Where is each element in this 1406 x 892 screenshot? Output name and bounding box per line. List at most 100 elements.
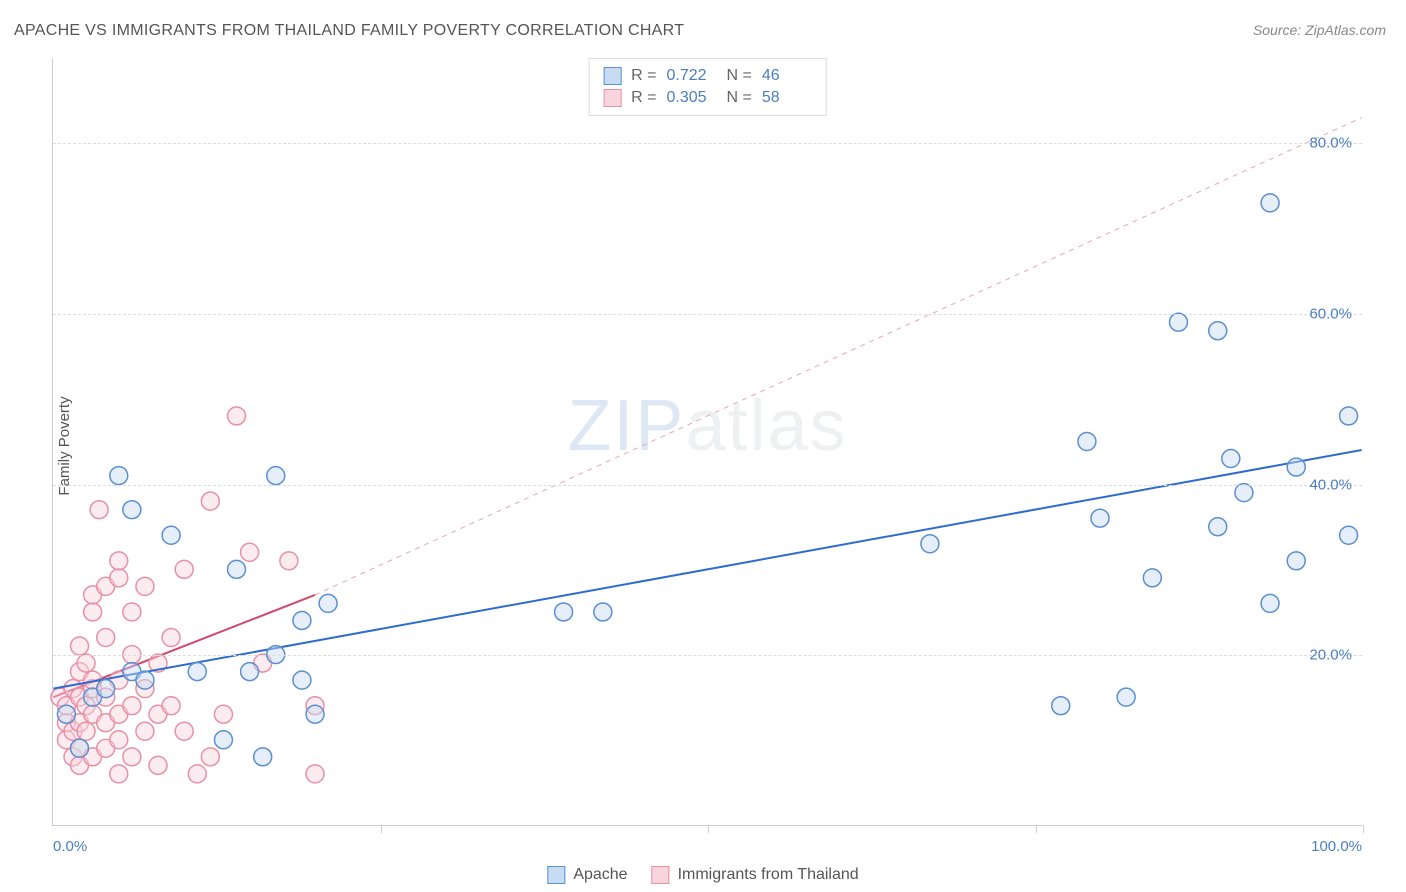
scatter-point (162, 697, 180, 715)
scatter-point (1117, 688, 1135, 706)
scatter-point (1052, 697, 1070, 715)
trendline-extension (315, 118, 1362, 595)
scatter-point (1340, 407, 1358, 425)
scatter-point (57, 705, 75, 723)
scatter-point (97, 680, 115, 698)
n-label: N = (727, 67, 752, 85)
x-tick (381, 825, 382, 833)
scatter-point (1261, 194, 1279, 212)
scatter-svg (53, 58, 1362, 825)
scatter-point (71, 739, 89, 757)
swatch-icon (547, 866, 565, 884)
swatch-icon (603, 89, 621, 107)
chart-title: APACHE VS IMMIGRANTS FROM THAILAND FAMIL… (14, 22, 684, 40)
scatter-point (1340, 526, 1358, 544)
scatter-point (319, 594, 337, 612)
legend-item-thailand: Immigrants from Thailand (652, 866, 859, 884)
y-tick-label: 20.0% (1309, 647, 1352, 664)
n-label: N = (727, 89, 752, 107)
scatter-point (241, 663, 259, 681)
x-tick (1036, 825, 1037, 833)
scatter-point (110, 731, 128, 749)
scatter-point (1222, 450, 1240, 468)
scatter-point (77, 654, 95, 672)
scatter-point (123, 603, 141, 621)
gridline (53, 314, 1362, 315)
scatter-point (110, 467, 128, 485)
scatter-point (90, 501, 108, 519)
scatter-point (71, 637, 89, 655)
gridline (53, 655, 1362, 656)
correlation-stats-box: R = 0.722 N = 46 R = 0.305 N = 58 (588, 58, 827, 116)
scatter-point (136, 577, 154, 595)
scatter-point (267, 467, 285, 485)
x-min-label: 0.0% (53, 838, 87, 855)
swatch-icon (603, 67, 621, 85)
scatter-point (175, 722, 193, 740)
scatter-point (1078, 433, 1096, 451)
scatter-point (293, 611, 311, 629)
scatter-point (136, 722, 154, 740)
r-label: R = (631, 89, 656, 107)
scatter-point (77, 722, 95, 740)
scatter-point (123, 501, 141, 519)
scatter-point (1209, 322, 1227, 340)
r-value: 0.305 (667, 89, 717, 107)
scatter-point (555, 603, 573, 621)
legend-label: Apache (573, 866, 627, 884)
scatter-point (97, 629, 115, 647)
scatter-point (1287, 458, 1305, 476)
scatter-point (149, 756, 167, 774)
swatch-icon (652, 866, 670, 884)
scatter-point (214, 731, 232, 749)
scatter-point (1235, 484, 1253, 502)
scatter-point (201, 492, 219, 510)
scatter-point (162, 526, 180, 544)
scatter-point (594, 603, 612, 621)
scatter-point (1261, 594, 1279, 612)
scatter-point (110, 552, 128, 570)
scatter-point (306, 765, 324, 783)
scatter-point (1209, 518, 1227, 536)
plot-area: ZIPatlas R = 0.722 N = 46 R = 0.305 N = … (52, 58, 1362, 826)
r-label: R = (631, 67, 656, 85)
legend-item-apache: Apache (547, 866, 627, 884)
scatter-point (921, 535, 939, 553)
scatter-point (1091, 509, 1109, 527)
scatter-point (110, 569, 128, 587)
scatter-point (201, 748, 219, 766)
y-tick-label: 80.0% (1309, 135, 1352, 152)
scatter-point (1287, 552, 1305, 570)
scatter-point (84, 603, 102, 621)
scatter-point (280, 552, 298, 570)
stat-row-thailand: R = 0.305 N = 58 (603, 87, 812, 109)
y-tick-label: 60.0% (1309, 306, 1352, 323)
scatter-point (110, 765, 128, 783)
scatter-point (175, 560, 193, 578)
y-tick-label: 40.0% (1309, 476, 1352, 493)
x-tick (1363, 825, 1364, 833)
legend: Apache Immigrants from Thailand (547, 866, 858, 884)
scatter-point (123, 697, 141, 715)
scatter-point (188, 663, 206, 681)
scatter-point (241, 543, 259, 561)
chart-container: APACHE VS IMMIGRANTS FROM THAILAND FAMIL… (0, 0, 1406, 892)
scatter-point (254, 748, 272, 766)
scatter-point (1169, 313, 1187, 331)
scatter-point (306, 705, 324, 723)
source-label: Source: ZipAtlas.com (1253, 22, 1386, 38)
trendline (53, 450, 1361, 689)
scatter-point (188, 765, 206, 783)
scatter-point (214, 705, 232, 723)
scatter-point (293, 671, 311, 689)
gridline (53, 143, 1362, 144)
legend-label: Immigrants from Thailand (678, 866, 859, 884)
gridline (53, 485, 1362, 486)
x-tick (708, 825, 709, 833)
scatter-point (228, 407, 246, 425)
scatter-point (162, 629, 180, 647)
scatter-point (136, 671, 154, 689)
scatter-point (1143, 569, 1161, 587)
n-value: 58 (762, 89, 812, 107)
r-value: 0.722 (667, 67, 717, 85)
